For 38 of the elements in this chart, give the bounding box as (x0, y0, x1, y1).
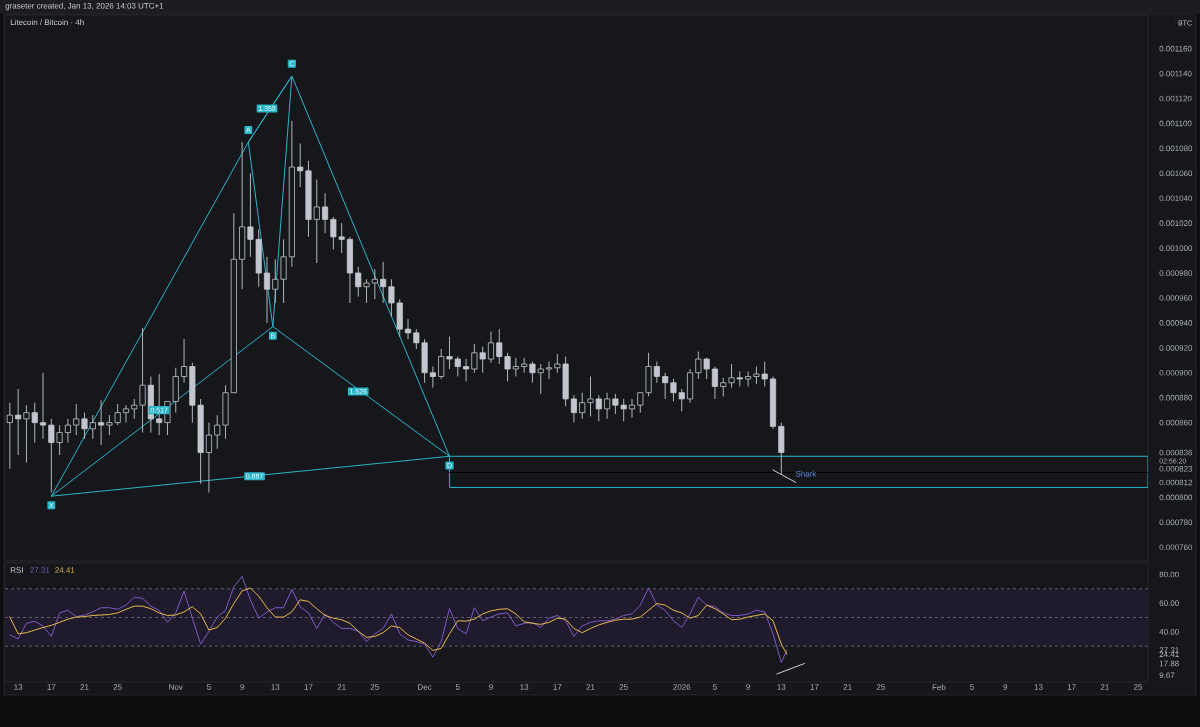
candlestick (745, 371, 752, 387)
candlestick (404, 318, 412, 340)
candlestick (545, 361, 553, 380)
candlestick (205, 422, 212, 493)
candlestick (39, 372, 47, 440)
candlestick (628, 398, 636, 419)
candlestick (504, 352, 511, 382)
candlestick (670, 378, 677, 402)
candlestick (139, 327, 146, 434)
candlestick (653, 361, 660, 384)
candlestick (6, 402, 13, 470)
candlestick (180, 338, 188, 384)
candlestick (604, 392, 611, 420)
candlestick (122, 404, 130, 424)
candlestick (280, 238, 287, 304)
candlestick (463, 358, 470, 382)
candlestick (413, 328, 420, 350)
candlestick (131, 398, 138, 420)
candlestick (662, 372, 669, 400)
candlestick (429, 366, 436, 389)
candlestick (678, 388, 685, 412)
candlestick (380, 261, 387, 304)
candlestick (711, 366, 718, 400)
candlestick (98, 399, 105, 446)
candlestick (263, 256, 271, 324)
candlestick (570, 394, 577, 424)
line-series (9, 575, 788, 663)
candlestick (512, 357, 519, 377)
candlestick (487, 331, 495, 364)
candlestick (64, 418, 71, 444)
line-series (50, 75, 1149, 497)
candlestick (371, 268, 378, 300)
candlestick (272, 258, 279, 304)
candlestick (297, 142, 304, 188)
candlestick (322, 192, 329, 234)
candlestick (15, 388, 22, 456)
candlestick (496, 328, 503, 365)
candlestick (595, 394, 602, 422)
